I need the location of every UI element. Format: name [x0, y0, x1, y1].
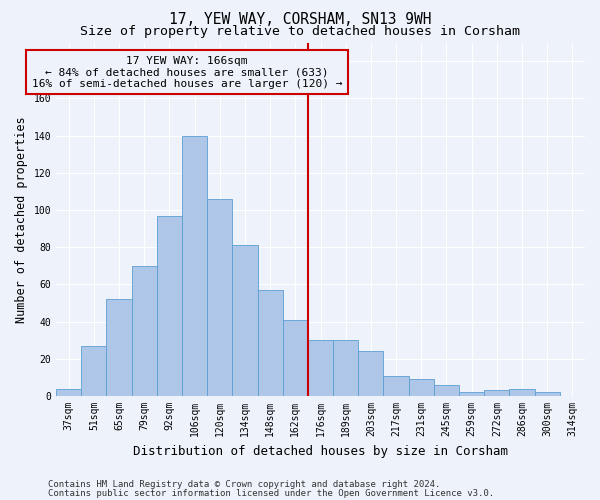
Bar — [535, 392, 560, 396]
Bar — [182, 136, 207, 396]
Bar — [459, 392, 484, 396]
Text: Contains HM Land Registry data © Crown copyright and database right 2024.: Contains HM Land Registry data © Crown c… — [48, 480, 440, 489]
X-axis label: Distribution of detached houses by size in Corsham: Distribution of detached houses by size … — [133, 444, 508, 458]
Text: Size of property relative to detached houses in Corsham: Size of property relative to detached ho… — [80, 25, 520, 38]
Bar — [383, 376, 409, 396]
Bar — [232, 246, 257, 396]
Bar — [434, 385, 459, 396]
Bar — [257, 290, 283, 396]
Y-axis label: Number of detached properties: Number of detached properties — [15, 116, 28, 322]
Text: 17, YEW WAY, CORSHAM, SN13 9WH: 17, YEW WAY, CORSHAM, SN13 9WH — [169, 12, 431, 28]
Bar — [333, 340, 358, 396]
Bar — [207, 199, 232, 396]
Bar — [509, 388, 535, 396]
Bar — [409, 380, 434, 396]
Bar — [81, 346, 106, 396]
Bar — [106, 300, 131, 396]
Text: 17 YEW WAY: 166sqm
← 84% of detached houses are smaller (633)
16% of semi-detach: 17 YEW WAY: 166sqm ← 84% of detached hou… — [32, 56, 342, 89]
Bar — [283, 320, 308, 396]
Bar — [131, 266, 157, 396]
Bar — [56, 388, 81, 396]
Bar — [157, 216, 182, 396]
Bar — [308, 340, 333, 396]
Bar — [358, 352, 383, 396]
Bar — [484, 390, 509, 396]
Text: Contains public sector information licensed under the Open Government Licence v3: Contains public sector information licen… — [48, 489, 494, 498]
